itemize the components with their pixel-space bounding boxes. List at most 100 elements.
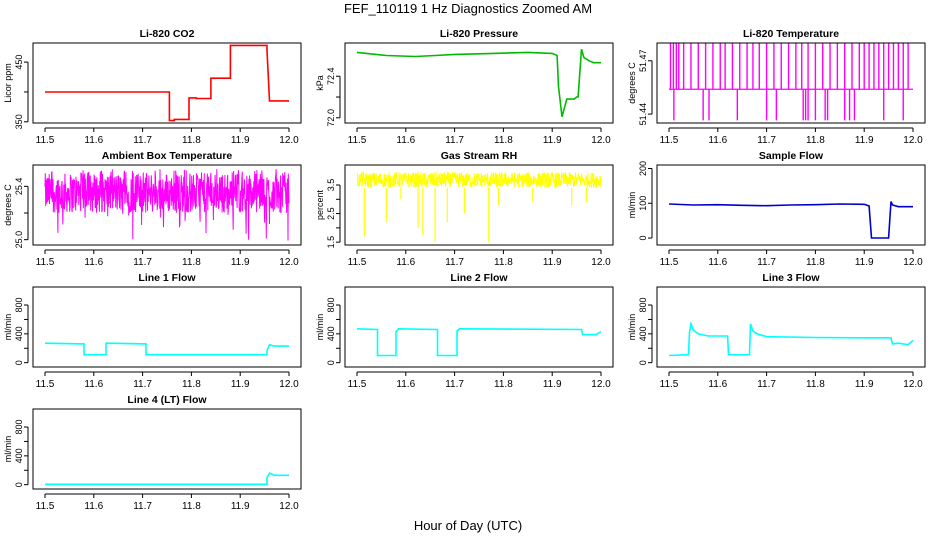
plot-frame [656,286,926,368]
y-tick-label: 450 [14,55,24,70]
series-group [668,320,914,357]
x-tick-label: 11.7 [133,501,152,512]
x-tick-label: 11.5 [348,257,367,268]
page-title: FEF_110119 1 Hz Diagnostics Zoomed AM [343,1,593,16]
y-tick-label: 800 [14,420,24,435]
x-tick-label: 11.7 [445,135,464,146]
x-tick-label: 12.0 [591,257,611,268]
x-tick-label: 11.7 [757,135,776,146]
y-tick-label: 800 [326,298,336,313]
x-tick-label: 11.5 [36,135,55,146]
y-tick-label: 0 [638,360,648,365]
plot-frame [32,42,302,124]
plot-frame [344,42,614,124]
y-axis-label: ml/min [627,192,637,219]
x-tick-label: 11.6 [84,135,103,146]
plot-frame [32,408,302,490]
panel-9: Line 3 Flow 11.5 11.6 11.7 11.8 11.9 12.0 0 400 8… [627,272,926,390]
panel-title: Gas Stream RH [441,150,517,162]
series-group [669,43,913,121]
x-tick-label: 11.6 [708,135,727,146]
x-tick-label: 11.6 [396,257,415,268]
x-axis-title: Hour of Day (UTC) [413,518,523,533]
panel-1: Li-820 CO2 11.5 11.6 11.7 11.8 11.9 12.0 350 450… [3,28,302,146]
panel-6: Sample Flow 11.5 11.6 11.7 11.8 11.9 12.0 0 100 2… [627,150,926,268]
y-tick-label: 2.5 [326,207,336,220]
y-tick-label: 51.47 [638,50,648,73]
y-tick-label: 25.4 [14,178,24,196]
x-tick-label: 11.9 [231,135,250,146]
x-tick-label: 11.5 [660,257,679,268]
y-tick-label: 800 [14,298,24,313]
x-tick-label: 11.7 [757,257,776,268]
y-tick-label: 72.4 [326,67,336,85]
series-group [356,48,601,118]
panel-7: Line 1 Flow 11.5 11.6 11.7 11.8 11.9 12.0 0 400 8… [3,272,302,390]
x-tick-label: 11.6 [396,135,415,146]
x-tick-label: 11.8 [494,379,513,390]
x-tick-label: 11.6 [708,379,727,390]
series-line [668,320,914,357]
x-tick-label: 11.6 [84,501,103,512]
y-tick-label: 400 [14,326,24,341]
panel-title: Line 3 Flow [762,272,820,284]
y-tick-label: 3.5 [326,179,336,192]
plot-frame [656,164,926,246]
y-axis-label: kPa [315,75,325,91]
panel-title: Line 4 (LT) Flow [127,394,207,406]
x-tick-label: 11.8 [806,379,825,390]
y-tick-label: 1.5 [326,236,336,249]
x-tick-label: 11.9 [231,501,250,512]
x-tick-label: 11.9 [543,379,562,390]
panel-title: Line 2 Flow [450,272,508,284]
x-tick-label: 11.8 [806,257,825,268]
y-tick-label: 800 [638,298,648,313]
panel-title: Line 1 Flow [138,272,196,284]
x-tick-label: 11.9 [855,135,874,146]
panel-5: Gas Stream RH 11.5 11.6 11.7 11.8 11.9 12.0 1.5… [315,150,614,268]
x-tick-label: 11.9 [231,379,250,390]
y-tick-label: 0 [14,360,24,365]
x-tick-label: 11.9 [855,257,874,268]
y-tick-label: 400 [326,326,336,341]
series-noise [44,169,290,241]
x-tick-label: 11.6 [396,379,415,390]
y-axis-label: degrees C [627,62,637,104]
plot-frame [32,164,302,246]
y-axis-label: ml/min [3,314,13,341]
y-tick-label: 100 [638,196,648,211]
y-tick-label: 25.0 [14,231,24,249]
series-line [45,472,289,486]
x-tick-label: 12.0 [279,501,299,512]
x-tick-label: 11.8 [182,257,201,268]
y-tick-label: 350 [14,114,24,129]
series-group [45,44,289,122]
x-tick-label: 11.7 [133,135,152,146]
x-tick-label: 11.5 [660,379,679,390]
x-tick-label: 11.5 [36,257,55,268]
series-noise [356,170,602,189]
series-group [45,472,289,486]
y-axis-label: ml/min [627,314,637,341]
y-tick-label: 0 [326,360,336,365]
x-tick-label: 12.0 [903,257,923,268]
panel-title: Li-820 Pressure [440,28,518,40]
x-tick-label: 11.6 [84,379,103,390]
x-tick-label: 11.9 [855,379,874,390]
x-tick-label: 12.0 [591,135,611,146]
plot-frame [344,164,614,246]
panel-title: Li-820 Temperature [743,28,839,40]
series-line [356,327,602,357]
x-tick-label: 11.5 [36,379,55,390]
plot-frame [32,286,302,368]
x-tick-label: 11.7 [133,379,152,390]
x-tick-label: 11.7 [445,257,464,268]
y-tick-label: 51.44 [638,103,648,126]
y-axis-label: percent [315,189,325,220]
panel-2: Li-820 Pressure 11.5 11.6 11.7 11.8 11.9 12.0 7… [315,28,614,146]
series-line [668,201,913,239]
series-line [44,342,289,356]
x-tick-label: 11.7 [757,379,776,390]
panel-4: Ambient Box Temperature 11.5 11.6 11.7 11.8 1… [3,150,302,268]
